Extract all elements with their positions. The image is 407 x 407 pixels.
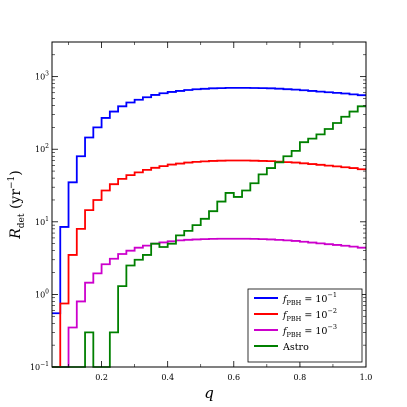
x-tick-label: 1.0 [360,373,373,382]
y-tick-label: 100 [35,288,49,299]
y-tick-label: 101 [35,216,49,227]
x-tick-label: 0.8 [294,373,307,382]
legend-entry: fPBH = 10−2 [282,307,337,323]
series-layer [52,86,366,368]
x-axis-label: q [204,384,214,402]
plot-frame [51,41,367,368]
series-line-3 [52,105,366,368]
x-tick-label: 0.2 [95,373,108,382]
y-tick-label: 10−1 [30,361,49,372]
y-tick-label: 102 [35,143,49,154]
y-axis-label: Rdet (yr−1) [7,170,27,240]
series-line-0 [52,86,366,315]
series-line-1 [52,159,366,368]
legend-box [247,288,363,363]
x-tick-label: 0.6 [227,373,240,382]
y-tick-label: 103 [35,71,49,82]
legend-entry: fPBH = 10−3 [282,323,337,339]
x-tick-label: 0.4 [161,373,174,382]
legend-entry: Astro [282,342,309,353]
legend-entry: fPBH = 10−1 [282,291,337,307]
series-line-2 [52,237,366,368]
